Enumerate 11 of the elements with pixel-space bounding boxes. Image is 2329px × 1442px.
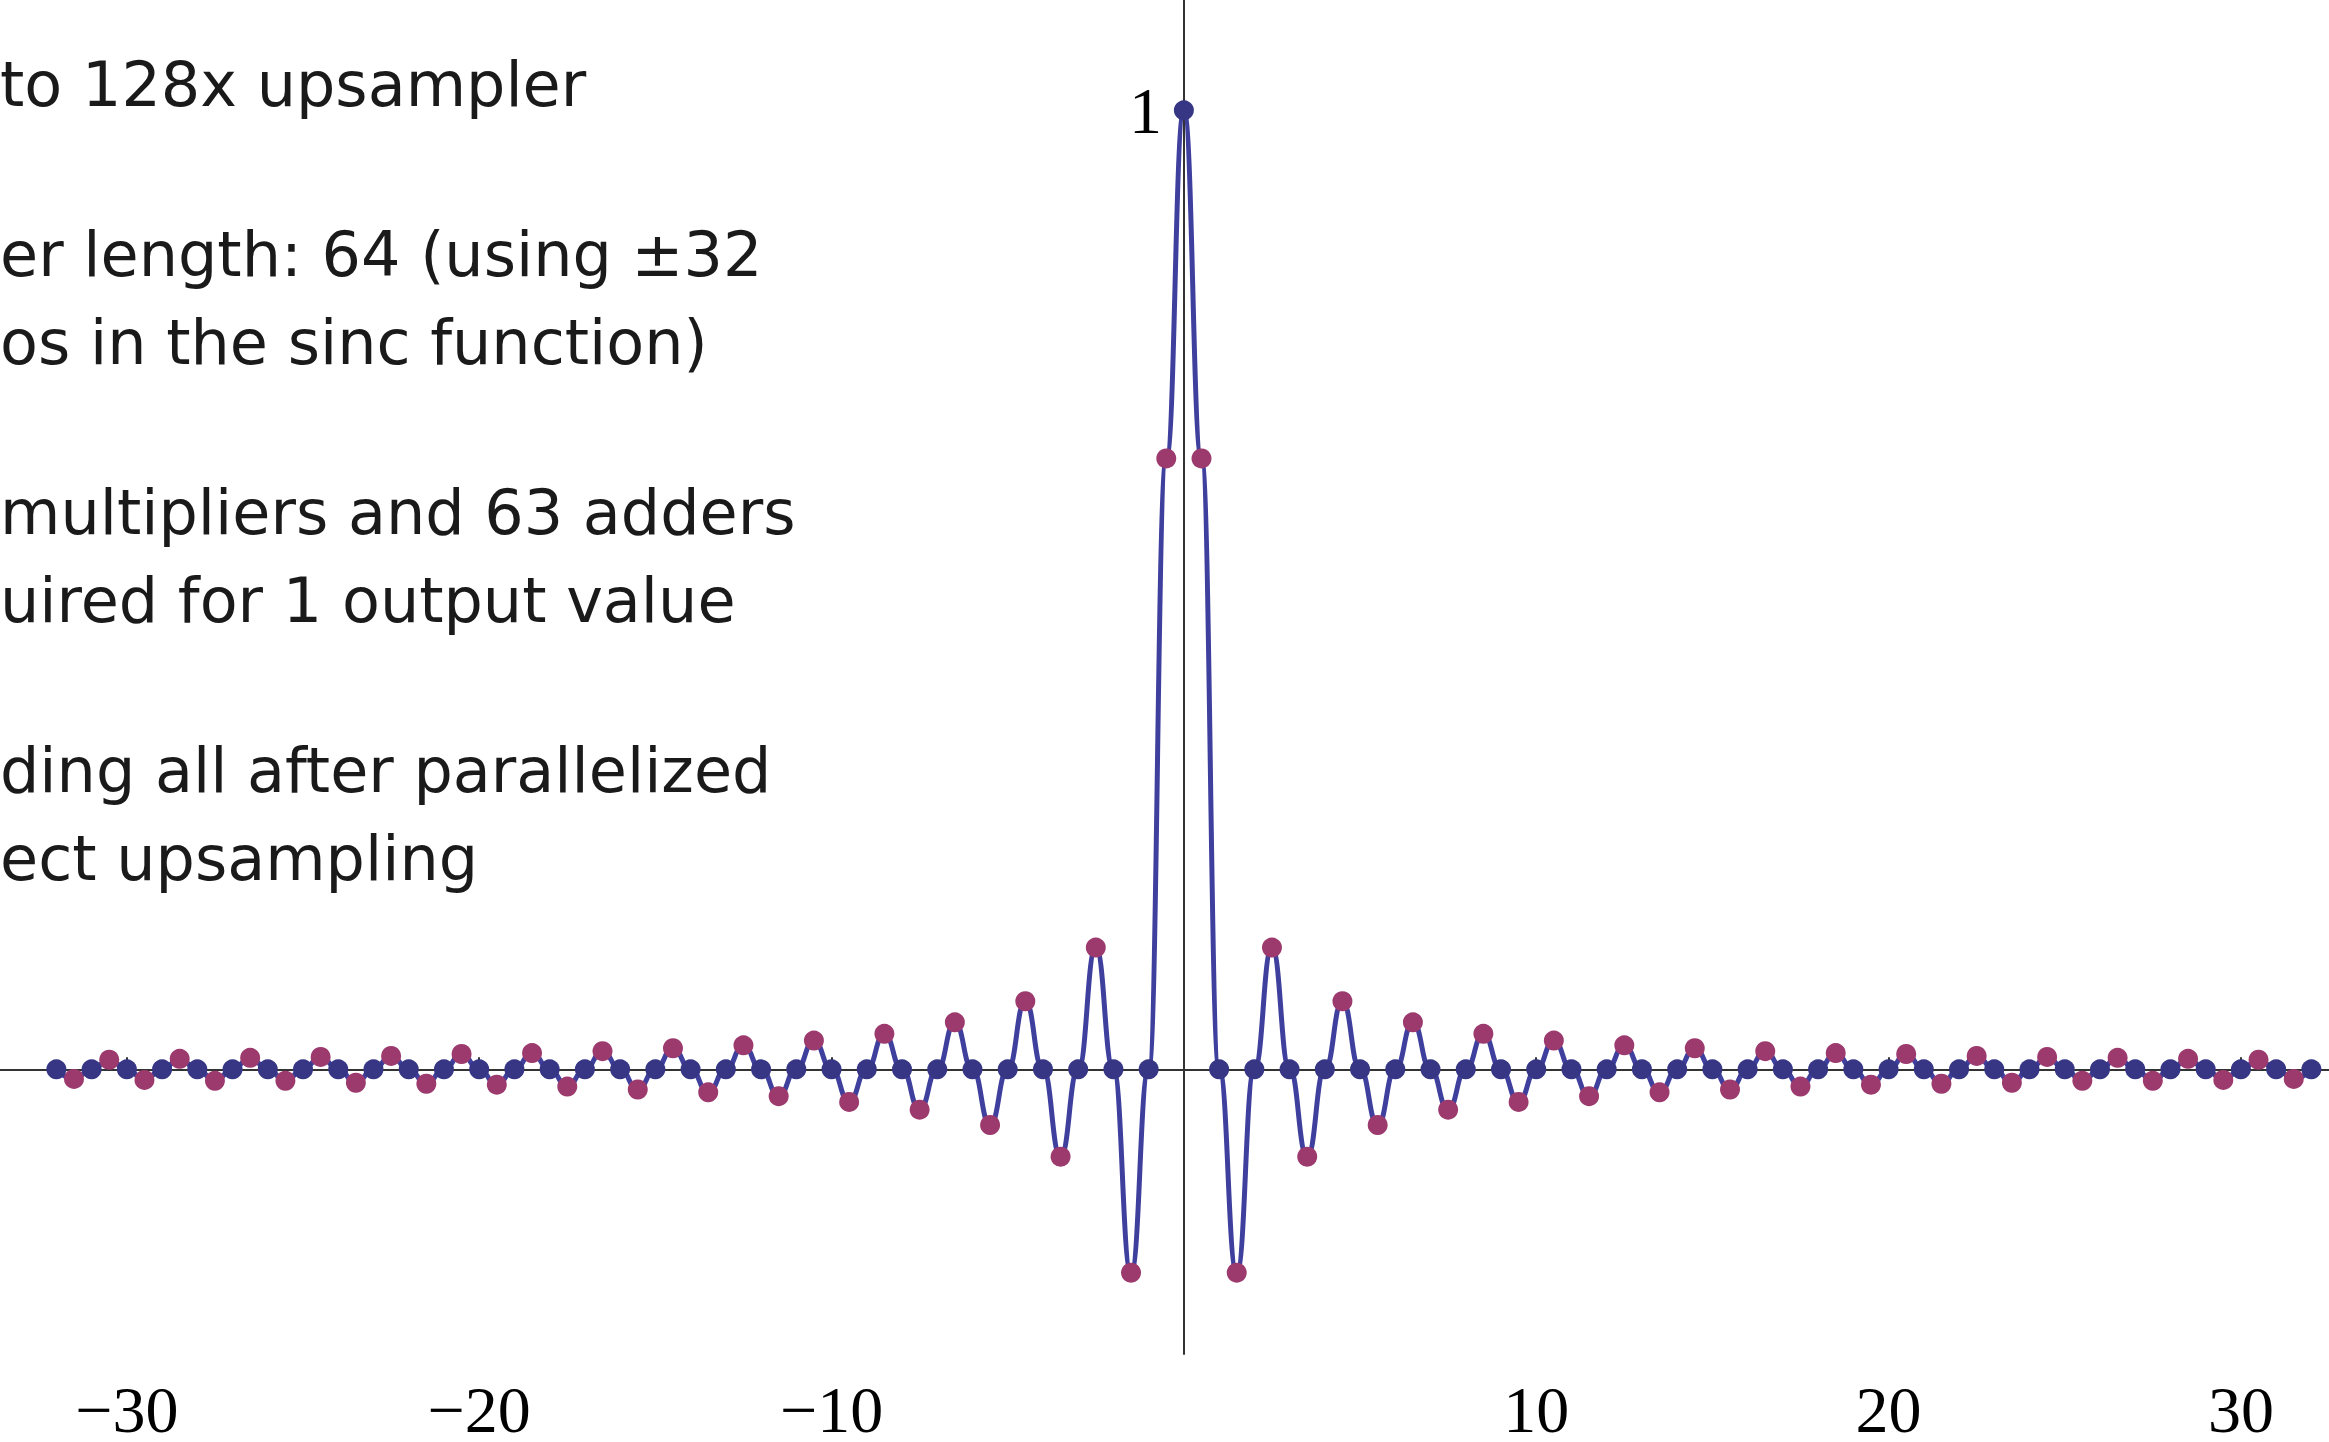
x-tick-label: 20 [1855, 1372, 1922, 1442]
x-tick-label: 10 [1503, 1372, 1570, 1442]
annotation: to 128x upsampler [0, 47, 587, 121]
annotation: 1 [1128, 73, 1162, 147]
x-tick-label: 30 [2207, 1372, 2274, 1442]
annotation: ding all after parallelized ect upsampling [0, 733, 772, 895]
x-tick-label: −30 [75, 1372, 179, 1442]
annotation: er length: 64 (using ±32 os in the sinc function) [0, 217, 763, 379]
x-tick-label: −20 [427, 1372, 531, 1442]
annotation: multipliers and 63 adders uired for 1 output value [0, 475, 796, 637]
x-tick-label: −10 [779, 1372, 884, 1442]
